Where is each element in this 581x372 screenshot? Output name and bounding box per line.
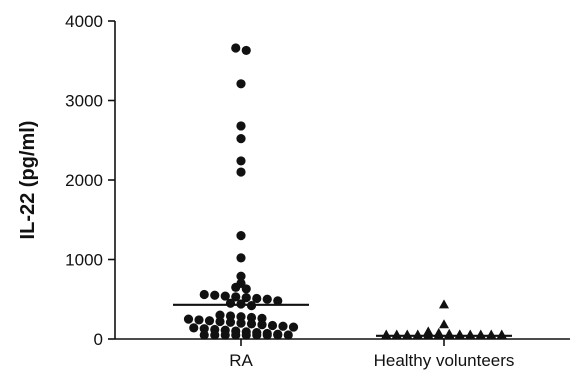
data-point-ra (225, 298, 236, 308)
data-point-ra (236, 167, 246, 177)
data-point-healthy (391, 329, 402, 339)
y-tick-label: 3000 (65, 92, 103, 111)
y-axis-title: IL-22 (pg/ml) (17, 121, 39, 240)
y-tick-label: 2000 (65, 171, 103, 190)
data-point-ra (241, 284, 251, 294)
data-point-ra (246, 319, 257, 329)
data-point-ra (236, 134, 246, 144)
data-point-healthy (496, 329, 507, 339)
data-point-ra (241, 45, 251, 56)
data-point-ra (236, 79, 246, 89)
data-point-healthy (454, 329, 465, 339)
data-point-ra (236, 231, 246, 241)
data-point-ra (231, 282, 241, 292)
data-point-ra (283, 330, 293, 340)
data-point-healthy (439, 299, 449, 309)
data-point-ra (231, 43, 241, 53)
data-point-ra (273, 296, 283, 306)
data-point-ra (262, 294, 272, 304)
data-point-healthy (433, 329, 444, 339)
data-point-ra (236, 156, 246, 166)
data-point-ra (236, 312, 246, 322)
data-point-ra (199, 324, 209, 334)
data-point-ra (210, 330, 220, 340)
data-point-ra (220, 291, 230, 301)
data-point-healthy (381, 329, 392, 339)
data-point-ra (257, 313, 267, 323)
data-point-ra (273, 330, 283, 340)
data-point-ra (225, 311, 236, 321)
data-point-ra (288, 322, 299, 332)
data-point-healthy (465, 329, 476, 339)
data-point-ra (220, 330, 230, 340)
data-point-ra (189, 323, 199, 333)
data-point-healthy (402, 329, 413, 339)
data-point-healthy (475, 329, 486, 339)
data-point-ra (231, 292, 241, 302)
data-point-ra (204, 316, 215, 326)
data-point-ra (241, 293, 251, 303)
data-point-healthy (439, 319, 449, 329)
data-point-ra (246, 312, 257, 323)
data-point-ra (236, 121, 246, 131)
data-point-ra (252, 293, 262, 304)
data-point-ra (231, 330, 241, 340)
data-point-ra (210, 290, 220, 300)
data-point-ra (236, 253, 246, 263)
data-point-ra (199, 289, 209, 300)
data-point-ra (199, 330, 209, 340)
data-point-ra (194, 315, 204, 325)
data-point-healthy (486, 329, 497, 339)
data-point-ra (183, 314, 194, 324)
data-point-ra (257, 320, 267, 330)
data-point-ra (278, 321, 288, 331)
data-point-ra (252, 330, 262, 340)
data-point-healthy (412, 329, 423, 339)
data-point-ra (262, 330, 272, 340)
axes: 0 1000 2000 3000 4000 RA Healthy volunteers (65, 12, 570, 370)
y-tick-label: 1000 (65, 251, 103, 270)
data-point-ra (267, 320, 278, 331)
data-point-ra (236, 318, 246, 328)
data-point-healthy (444, 329, 455, 339)
y-tick-label: 4000 (65, 12, 103, 31)
data-point-ra (236, 271, 246, 281)
data-point-ra (215, 316, 225, 327)
x-tick-label: Healthy volunteers (374, 351, 515, 370)
data-point-ra (225, 317, 236, 327)
data-point-ra (215, 310, 225, 320)
data-marks (173, 43, 512, 340)
data-point-ra (241, 330, 251, 340)
x-tick-label: RA (229, 351, 253, 370)
y-tick-label: 0 (94, 330, 103, 349)
